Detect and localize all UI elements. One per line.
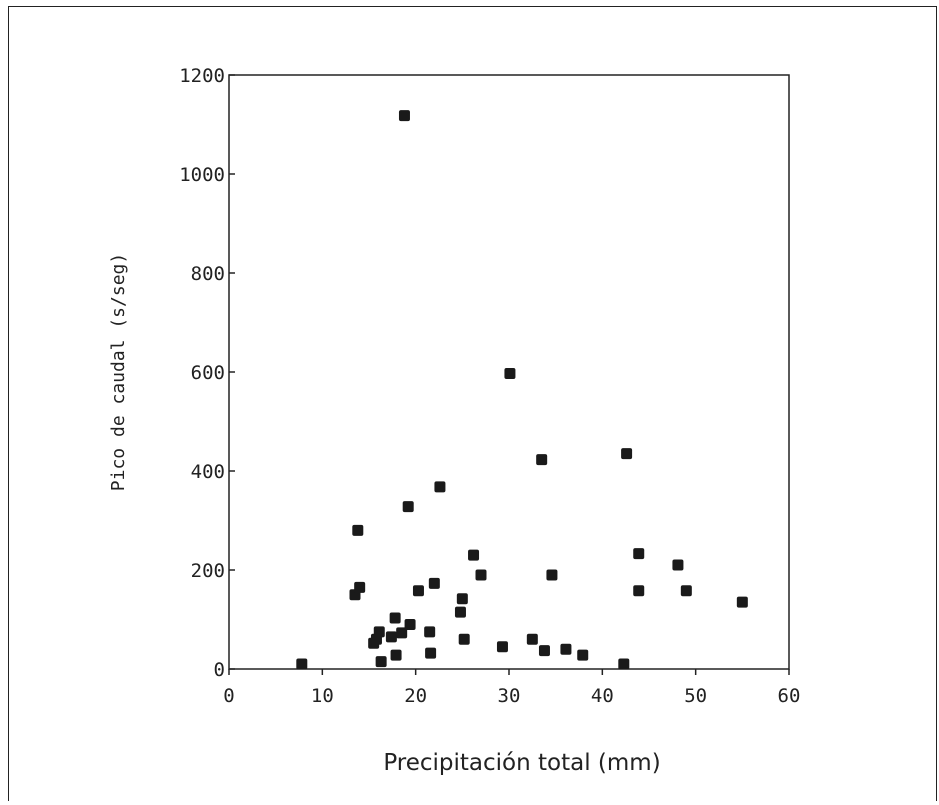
y-tick-label: 800 xyxy=(191,263,225,285)
data-point xyxy=(390,649,402,661)
data-point xyxy=(536,454,548,466)
data-point xyxy=(526,633,538,645)
data-point xyxy=(389,612,401,624)
data-point xyxy=(456,593,468,605)
data-point xyxy=(375,656,387,668)
data-point xyxy=(538,645,550,657)
data-point xyxy=(468,549,480,561)
data-point xyxy=(633,585,645,597)
data-point xyxy=(618,658,630,670)
y-tick-label: 0 xyxy=(214,659,225,681)
data-point xyxy=(458,633,470,645)
data-point xyxy=(402,501,414,513)
y-tick-label: 200 xyxy=(191,560,225,582)
y-tick-label: 400 xyxy=(191,461,225,483)
x-tick-label: 60 xyxy=(778,685,801,707)
data-point xyxy=(398,110,410,122)
data-point xyxy=(454,606,466,618)
data-point xyxy=(621,448,633,460)
data-point xyxy=(475,569,487,581)
y-axis: 0 200 400 600 800 1000 1200 xyxy=(179,65,235,681)
x-tick-label: 50 xyxy=(684,685,707,707)
data-point xyxy=(424,626,436,638)
x-tick-label: 30 xyxy=(498,685,521,707)
x-axis-label: Precipitación total (mm) xyxy=(383,750,660,776)
data-point xyxy=(428,577,440,589)
data-point xyxy=(496,641,508,653)
data-point xyxy=(546,569,558,581)
data-point xyxy=(560,643,572,655)
data-point xyxy=(385,631,397,643)
data-points xyxy=(296,110,748,670)
y-axis-label: Pico de caudal (s/seg) xyxy=(108,253,129,491)
data-point xyxy=(396,627,408,639)
data-point xyxy=(425,647,437,659)
y-tick-label: 1200 xyxy=(179,65,225,87)
x-tick-label: 0 xyxy=(223,685,234,707)
data-point xyxy=(504,367,516,379)
y-tick-label: 600 xyxy=(191,362,225,384)
data-point xyxy=(434,481,446,493)
data-point xyxy=(633,548,645,560)
data-point xyxy=(354,581,366,593)
data-point xyxy=(672,559,684,571)
data-point xyxy=(680,585,692,597)
data-point xyxy=(412,585,424,597)
x-axis: 0 10 20 30 40 50 60 xyxy=(223,669,800,707)
data-point xyxy=(736,596,748,608)
data-point xyxy=(373,626,385,638)
data-point xyxy=(577,649,589,661)
y-tick-label: 1000 xyxy=(179,164,225,186)
figure-frame xyxy=(8,6,937,801)
data-point xyxy=(296,658,308,670)
x-tick-label: 20 xyxy=(404,685,427,707)
data-point xyxy=(352,524,364,536)
data-point xyxy=(404,618,416,630)
x-tick-label: 40 xyxy=(591,685,614,707)
x-tick-label: 10 xyxy=(311,685,334,707)
